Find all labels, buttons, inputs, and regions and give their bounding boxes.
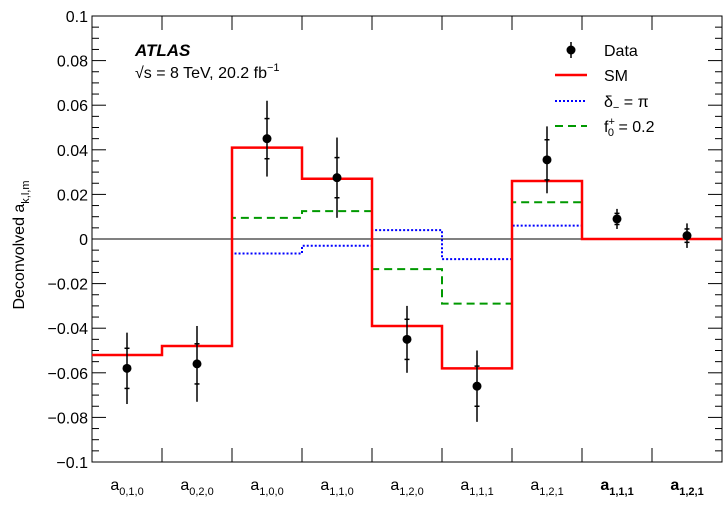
x-tick-label: a0,2,0 xyxy=(180,477,213,498)
data-point xyxy=(122,363,132,373)
y-tick-label: 0 xyxy=(79,232,88,249)
legend-f0-sup: + xyxy=(608,116,614,128)
data-point xyxy=(262,134,272,144)
legend-f0-sub: 0 xyxy=(608,127,614,139)
x-tick-label-base: a xyxy=(180,477,189,494)
x-tick-label-sub: 1,2,1 xyxy=(539,486,563,498)
legend-item-delta: δ− = π xyxy=(555,94,649,114)
x-tick-label-base: a xyxy=(460,477,469,494)
x-axis-ticks xyxy=(161,16,653,462)
x-tick-label: a1,1,1 xyxy=(460,477,493,498)
y-tick-label: −0.06 xyxy=(48,366,89,383)
y-tick-label: 0.1 xyxy=(66,9,88,26)
y-tick-label: 0.06 xyxy=(57,98,88,115)
legend-item-data: Data xyxy=(566,42,638,60)
legend-data-marker xyxy=(566,45,576,55)
legend-delta-main: δ xyxy=(604,94,613,111)
y-tick-label: −0.1 xyxy=(56,455,88,472)
y-tick-label: −0.08 xyxy=(48,410,89,427)
data-point xyxy=(402,334,412,344)
data-point xyxy=(682,231,692,241)
series-lines xyxy=(92,146,722,370)
data-point xyxy=(192,359,202,369)
legend-item-f0: f+ 0 = 0.2 xyxy=(555,116,655,139)
energy-label-sup: −1 xyxy=(267,62,280,74)
x-tick-label-base: a xyxy=(530,477,539,494)
x-tick-label: a1,1,0 xyxy=(320,477,353,498)
x-tick-label: a1,2,1 xyxy=(670,477,703,498)
legend-delta-label: δ− = π xyxy=(604,94,649,114)
y-tick-label: −0.02 xyxy=(48,277,89,294)
x-tick-label-base: a xyxy=(320,477,329,494)
x-tick-label-sub: 1,1,1 xyxy=(469,486,493,498)
legend-delta-sub: − xyxy=(613,102,619,114)
y-axis-label: Deconvolved ak,l,m xyxy=(11,180,32,309)
atlas-label: ATLAS xyxy=(134,41,191,60)
series-line-sm xyxy=(92,146,722,370)
x-tick-label-sub: 0,2,0 xyxy=(189,486,213,498)
legend-f0-label: f+ 0 = 0.2 xyxy=(604,116,655,139)
y-tick-label: 0.08 xyxy=(57,54,88,71)
x-tick-label: a1,1,1 xyxy=(600,477,633,498)
legend-f0-main: f xyxy=(604,119,609,136)
x-tick-label: a1,0,0 xyxy=(250,477,283,498)
energy-label-main: √s = 8 TeV, 20.2 fb xyxy=(135,65,267,82)
data-point xyxy=(542,155,552,165)
x-tick-label-sub: 1,1,1 xyxy=(609,486,633,498)
data-point xyxy=(612,214,622,224)
y-axis-ticks xyxy=(92,15,722,463)
x-tick-label: a0,1,0 xyxy=(110,477,143,498)
legend-sm-label: SM xyxy=(604,68,628,85)
x-tick-labels: a0,1,0 a0,2,0 a1,0,0 a1,1,0 a1,2,0 a1,1,1 a1,2… xyxy=(110,477,703,498)
x-tick-label-sub: 1,2,1 xyxy=(679,486,703,498)
y-tick-label: 0.04 xyxy=(57,143,88,160)
x-tick-label-base: a xyxy=(670,477,679,494)
data-point xyxy=(472,381,482,391)
x-tick-label-base: a xyxy=(110,477,119,494)
x-tick-label-base: a xyxy=(600,477,609,494)
x-tick-label-sub: 1,1,0 xyxy=(329,486,353,498)
x-tick-label-sub: 1,0,0 xyxy=(259,486,283,498)
x-tick-label: a1,2,0 xyxy=(390,477,423,498)
legend-f0-suffix: = 0.2 xyxy=(614,119,655,136)
x-tick-label-sub: 0,1,0 xyxy=(119,486,143,498)
y-tick-label: 0.02 xyxy=(57,187,88,204)
y-axis-label-main: Deconvolved a xyxy=(11,204,28,310)
data-points xyxy=(122,100,692,422)
x-tick-label: a1,2,1 xyxy=(530,477,563,498)
y-tick-labels: −0.1 −0.08 −0.06 −0.04 −0.02 0 0.02 0.04 0.06 0.0… xyxy=(48,9,89,472)
legend-delta-suffix: = π xyxy=(619,94,648,111)
legend: Data SM δ− = π f+ 0 = 0.2 xyxy=(555,42,655,139)
data-point xyxy=(332,173,342,183)
energy-label: √s = 8 TeV, 20.2 fb−1 xyxy=(135,62,280,82)
x-tick-label-sub: 1,2,0 xyxy=(399,486,423,498)
x-tick-label-base: a xyxy=(390,477,399,494)
y-axis-label-sub: k,l,m xyxy=(20,180,32,203)
legend-item-sm: SM xyxy=(555,68,628,85)
y-tick-label: −0.04 xyxy=(48,321,89,338)
x-tick-label-base: a xyxy=(250,477,259,494)
legend-data-label: Data xyxy=(604,43,638,60)
